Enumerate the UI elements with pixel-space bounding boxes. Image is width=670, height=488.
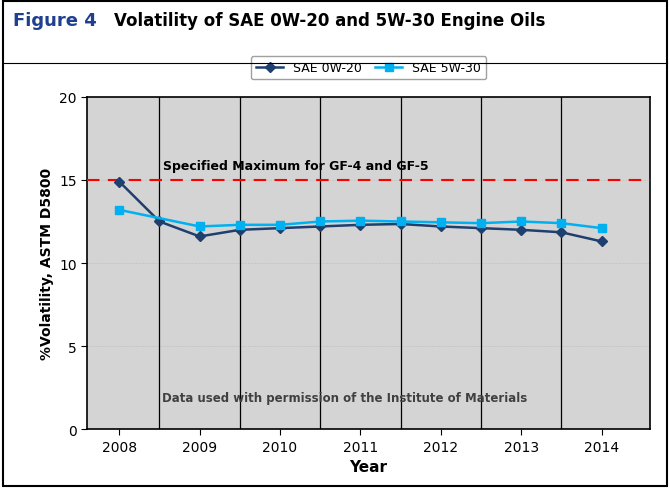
SAE 5W-30 bbox=[115, 207, 123, 213]
SAE 5W-30 bbox=[316, 219, 324, 225]
Legend: SAE 0W-20, SAE 5W-30: SAE 0W-20, SAE 5W-30 bbox=[251, 58, 486, 81]
SAE 5W-30 bbox=[557, 221, 565, 226]
SAE 0W-20 bbox=[155, 219, 163, 225]
SAE 0W-20 bbox=[557, 230, 565, 236]
Line: SAE 0W-20: SAE 0W-20 bbox=[116, 179, 605, 245]
Text: Volatility of SAE 0W-20 and 5W-30 Engine Oils: Volatility of SAE 0W-20 and 5W-30 Engine… bbox=[114, 12, 545, 30]
SAE 5W-30 bbox=[598, 226, 606, 232]
SAE 0W-20 bbox=[397, 222, 405, 227]
SAE 0W-20 bbox=[196, 234, 204, 240]
SAE 0W-20 bbox=[598, 239, 606, 245]
Y-axis label: %Volatility, ASTM D5800: %Volatility, ASTM D5800 bbox=[40, 168, 54, 359]
SAE 5W-30 bbox=[477, 221, 485, 226]
Line: SAE 5W-30: SAE 5W-30 bbox=[115, 206, 606, 233]
Text: Specified Maximum for GF-4 and GF-5: Specified Maximum for GF-4 and GF-5 bbox=[163, 160, 429, 173]
SAE 0W-20 bbox=[356, 223, 364, 228]
SAE 0W-20 bbox=[276, 226, 284, 232]
SAE 5W-30 bbox=[356, 218, 364, 224]
Text: Figure 4: Figure 4 bbox=[13, 12, 97, 30]
SAE 0W-20 bbox=[477, 226, 485, 232]
Text: Data used with permission of the Institute of Materials: Data used with permission of the Institu… bbox=[161, 391, 527, 405]
SAE 0W-20 bbox=[236, 227, 244, 233]
SAE 0W-20 bbox=[437, 224, 445, 230]
SAE 0W-20 bbox=[517, 227, 525, 233]
SAE 5W-30 bbox=[196, 224, 204, 230]
SAE 5W-30 bbox=[437, 220, 445, 226]
SAE 5W-30 bbox=[276, 223, 284, 228]
SAE 5W-30 bbox=[236, 223, 244, 228]
SAE 0W-20 bbox=[115, 179, 123, 185]
X-axis label: Year: Year bbox=[350, 459, 387, 474]
SAE 5W-30 bbox=[397, 219, 405, 225]
SAE 0W-20 bbox=[316, 224, 324, 230]
SAE 5W-30 bbox=[517, 219, 525, 225]
